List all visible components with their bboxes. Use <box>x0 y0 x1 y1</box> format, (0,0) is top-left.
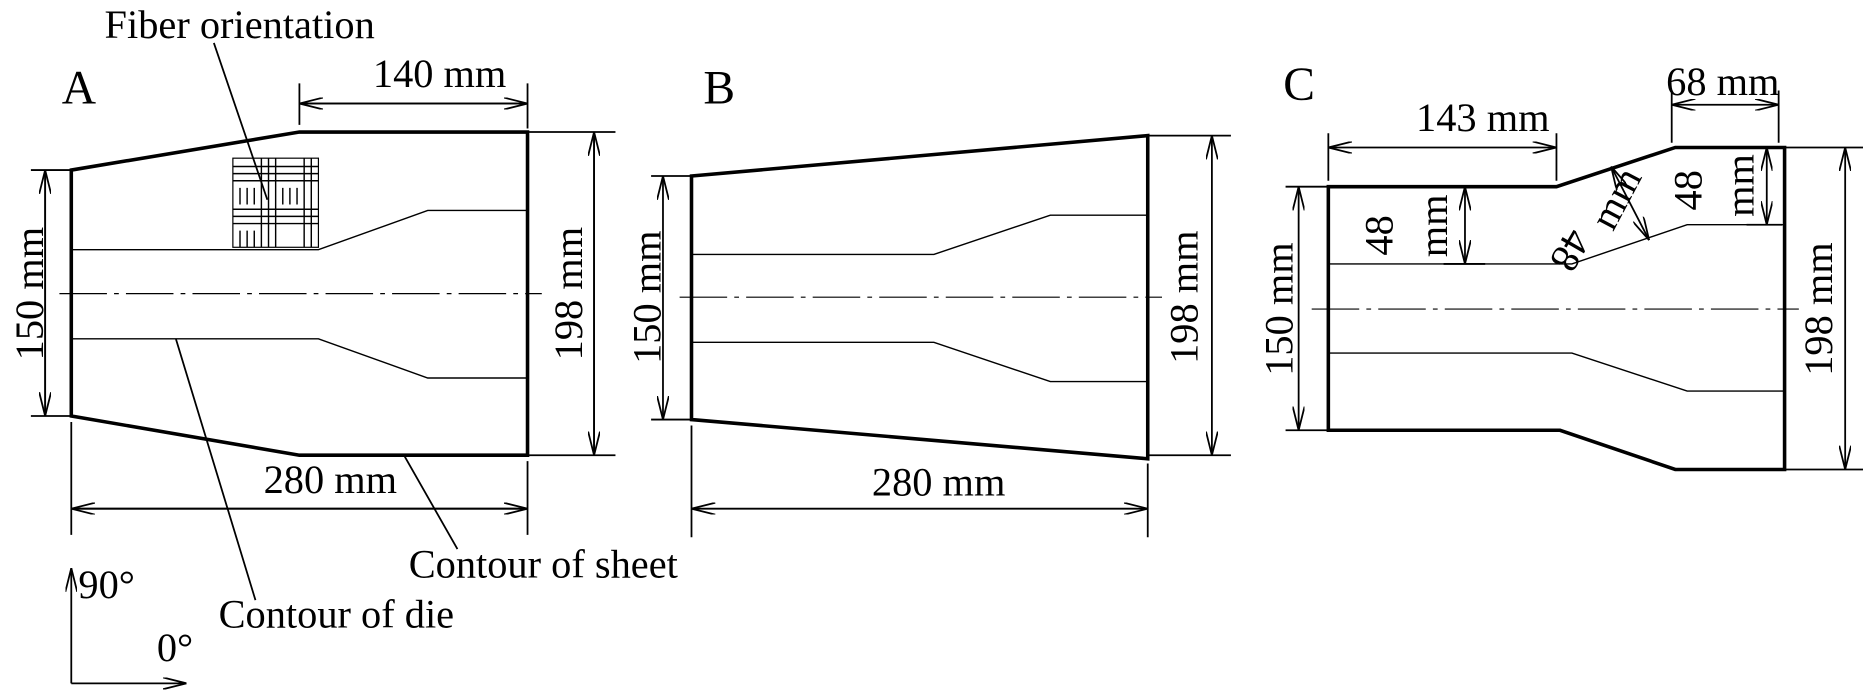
panel-label: B <box>703 63 735 115</box>
dim-label: 143 mm <box>1416 95 1549 140</box>
dim-label: 198 mm <box>546 227 591 360</box>
axis-label: 90° <box>78 562 135 607</box>
sheet-contour <box>689 133 1150 461</box>
ext-lines <box>1285 90 1863 471</box>
dim-label: 150 mm <box>625 230 670 363</box>
dim-label: 48 <box>1665 170 1710 210</box>
panel-a: A 140 mm 150 mm 198 mm 280 mm <box>7 51 616 535</box>
panel-c: C 143 mm 68 mm 150 mm 198 mm 48 mm 48 mm… <box>1257 59 1863 472</box>
dim-label: mm <box>1411 194 1456 257</box>
dim-label: 150 mm <box>1257 242 1302 375</box>
die-contour <box>71 209 528 379</box>
dim-label: 280 mm <box>872 460 1005 505</box>
dim-label: 198 mm <box>1796 242 1841 375</box>
dim-label: 48 <box>1356 215 1401 255</box>
annotation: Contour of die <box>219 591 455 636</box>
dim-label: 280 mm <box>264 457 397 502</box>
dim-label: 140 mm <box>373 51 506 96</box>
dim-label: 150 mm <box>7 227 52 360</box>
annotation: Contour of sheet <box>409 542 678 587</box>
fiber-weave <box>232 157 320 248</box>
ext-lines <box>30 131 616 457</box>
dim-label: 198 mm <box>1162 230 1207 363</box>
panel-label: A <box>62 63 96 115</box>
dim-label: mm <box>1581 160 1650 237</box>
ext-lines <box>651 134 1231 538</box>
axis-label: 0° <box>157 625 193 670</box>
dim-label: 48 <box>1541 222 1600 279</box>
panel-label: C <box>1283 59 1315 111</box>
leader-lines <box>174 42 459 601</box>
die-contour <box>691 214 1148 383</box>
sheet-contour <box>69 130 530 457</box>
dim-arrow <box>1611 166 1649 240</box>
panel-b: B 150 mm 198 mm 280 mm <box>625 63 1231 538</box>
dim-label: 68 mm <box>1666 59 1779 104</box>
dim-label: mm <box>1718 154 1763 217</box>
annotation: Fiber orientation <box>105 2 375 47</box>
